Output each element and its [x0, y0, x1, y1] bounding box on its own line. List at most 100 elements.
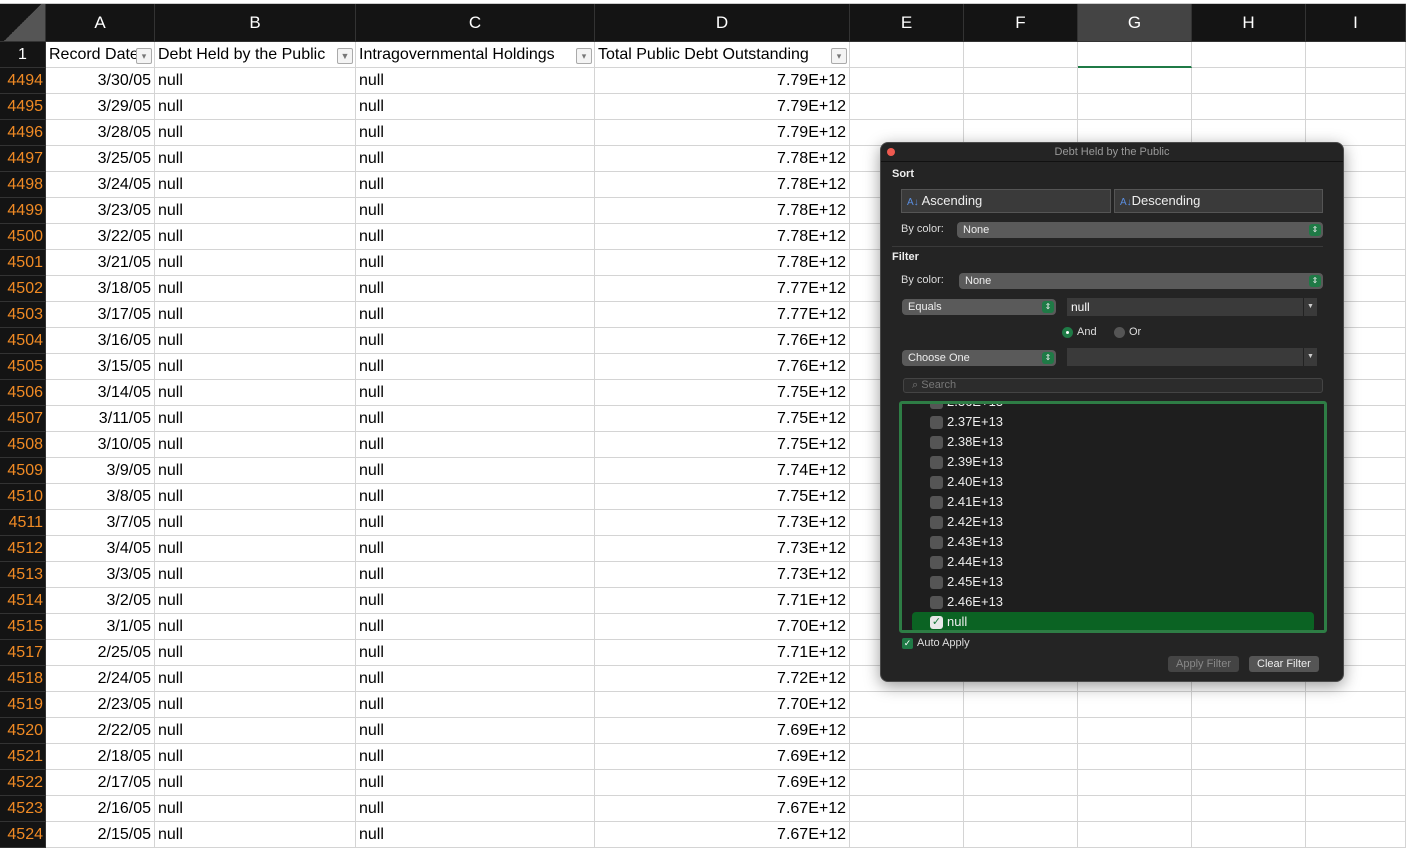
cell-c[interactable]: null [356, 744, 595, 770]
and-radio[interactable] [1062, 327, 1073, 338]
filter-value-item[interactable]: 2.36E+13 [902, 404, 1324, 412]
value-checkbox[interactable] [930, 416, 943, 429]
cell[interactable] [1306, 68, 1406, 94]
cell-d[interactable]: 7.78E+12 [595, 146, 850, 172]
cell-d[interactable]: 7.73E+12 [595, 536, 850, 562]
column-header-E[interactable]: E [850, 4, 964, 42]
row-number[interactable]: 4521 [0, 744, 46, 770]
cell-d[interactable]: 7.78E+12 [595, 198, 850, 224]
cell-d[interactable]: 7.70E+12 [595, 614, 850, 640]
cell-date[interactable]: 2/23/05 [46, 692, 155, 718]
cell-date[interactable]: 3/30/05 [46, 68, 155, 94]
cell-c[interactable]: null [356, 562, 595, 588]
cell-date[interactable]: 3/7/05 [46, 510, 155, 536]
cell[interactable] [1078, 94, 1192, 120]
condition1-select[interactable]: Equals ⇕ [902, 299, 1056, 315]
cell-c[interactable]: null [356, 302, 595, 328]
cell-d[interactable]: 7.74E+12 [595, 458, 850, 484]
cell-c[interactable]: null [356, 354, 595, 380]
cell-c[interactable]: null [356, 172, 595, 198]
cell-b[interactable]: null [155, 510, 356, 536]
cell-date[interactable]: 3/25/05 [46, 146, 155, 172]
cell-c[interactable]: null [356, 328, 595, 354]
sort-ascending-button[interactable]: A↓ Ascending [901, 189, 1111, 213]
row-number[interactable]: 4505 [0, 354, 46, 380]
cell-d[interactable]: 7.67E+12 [595, 822, 850, 848]
cell[interactable] [1078, 68, 1192, 94]
value-checkbox[interactable] [930, 536, 943, 549]
filter-value-item[interactable]: 2.45E+13 [902, 572, 1324, 592]
value-checkbox[interactable]: ✓ [930, 616, 943, 629]
cell-d[interactable]: 7.72E+12 [595, 666, 850, 692]
cell[interactable] [1192, 692, 1306, 718]
cell-date[interactable]: 3/15/05 [46, 354, 155, 380]
cell-d[interactable]: 7.67E+12 [595, 796, 850, 822]
close-button[interactable] [887, 148, 895, 156]
column-header-C[interactable]: C [356, 4, 595, 42]
cell[interactable] [850, 770, 964, 796]
row-number[interactable]: 4497 [0, 146, 46, 172]
cell-d[interactable]: 7.79E+12 [595, 94, 850, 120]
cell-date[interactable]: 3/8/05 [46, 484, 155, 510]
cell-c[interactable]: null [356, 458, 595, 484]
condition2-select[interactable]: Choose One ⇕ [902, 350, 1056, 366]
search-input[interactable]: ⌕ Search [903, 378, 1323, 393]
cell[interactable] [1192, 796, 1306, 822]
cell[interactable] [1078, 744, 1192, 770]
cell-date[interactable]: 3/9/05 [46, 458, 155, 484]
cell-b[interactable]: null [155, 354, 356, 380]
cell-date[interactable]: 3/11/05 [46, 406, 155, 432]
cell-b[interactable]: null [155, 276, 356, 302]
cell-b[interactable]: null [155, 718, 356, 744]
cell-date[interactable]: 2/15/05 [46, 822, 155, 848]
select-all-corner[interactable] [0, 4, 46, 42]
cell[interactable] [850, 94, 964, 120]
cell-c[interactable]: null [356, 432, 595, 458]
dropdown-arrow-icon[interactable]: ▼ [1303, 298, 1317, 316]
cell-d[interactable]: 7.71E+12 [595, 588, 850, 614]
condition2-value-input[interactable]: ▼ [1067, 348, 1317, 366]
cell-c[interactable]: null [356, 224, 595, 250]
cell-c[interactable]: null [356, 796, 595, 822]
cell-d[interactable]: 7.75E+12 [595, 432, 850, 458]
cell[interactable] [850, 42, 964, 68]
cell-b[interactable]: null [155, 692, 356, 718]
value-checkbox[interactable] [930, 516, 943, 529]
cell[interactable] [1078, 796, 1192, 822]
value-checkbox[interactable] [930, 596, 943, 609]
cell-b[interactable]: null [155, 484, 356, 510]
header-cell[interactable]: Intragovernmental Holdings ▾ [356, 42, 595, 68]
row-number[interactable]: 4517 [0, 640, 46, 666]
cell-d[interactable]: 7.78E+12 [595, 250, 850, 276]
cell-c[interactable]: null [356, 536, 595, 562]
cell-c[interactable]: null [356, 640, 595, 666]
cell[interactable] [1192, 42, 1306, 68]
filter-value-item[interactable]: 2.37E+13 [902, 412, 1324, 432]
cell-date[interactable]: 3/3/05 [46, 562, 155, 588]
cell-date[interactable]: 3/10/05 [46, 432, 155, 458]
column-header-I[interactable]: I [1306, 4, 1406, 42]
row-number[interactable]: 4522 [0, 770, 46, 796]
cell-b[interactable]: null [155, 432, 356, 458]
cell-d[interactable]: 7.78E+12 [595, 172, 850, 198]
cell[interactable] [1306, 718, 1406, 744]
row-number[interactable]: 4498 [0, 172, 46, 198]
cell-date[interactable]: 2/18/05 [46, 744, 155, 770]
cell-c[interactable]: null [356, 406, 595, 432]
cell-b[interactable]: null [155, 822, 356, 848]
row-number[interactable]: 4523 [0, 796, 46, 822]
cell-d[interactable]: 7.73E+12 [595, 562, 850, 588]
cell[interactable] [964, 718, 1078, 744]
cell[interactable] [964, 692, 1078, 718]
row-number[interactable]: 4495 [0, 94, 46, 120]
cell[interactable] [850, 822, 964, 848]
filter-value-item[interactable]: ✓ null [912, 612, 1314, 630]
value-checkbox[interactable] [930, 496, 943, 509]
column-header-F[interactable]: F [964, 4, 1078, 42]
cell[interactable] [1306, 822, 1406, 848]
cell-b[interactable]: null [155, 744, 356, 770]
cell-d[interactable]: 7.73E+12 [595, 510, 850, 536]
cell-date[interactable]: 3/17/05 [46, 302, 155, 328]
cell[interactable] [1192, 68, 1306, 94]
row-number[interactable]: 4510 [0, 484, 46, 510]
